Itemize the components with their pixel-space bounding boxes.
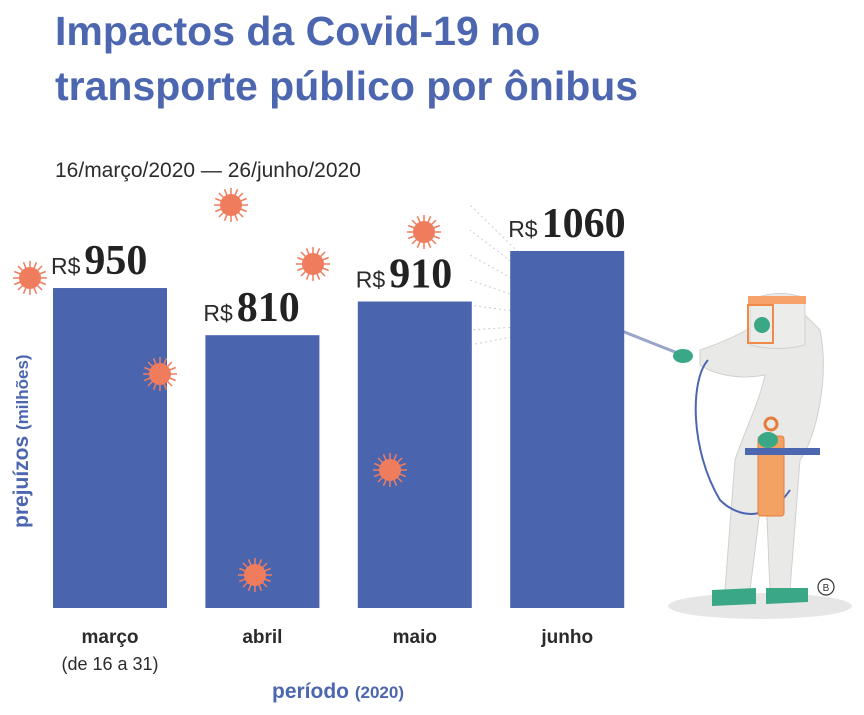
bar (205, 335, 320, 608)
chart-title: transporte público por ônibus (55, 63, 638, 109)
chart-title: Impactos da Covid-19 no (55, 8, 540, 54)
virus (406, 214, 442, 250)
chart-subtitle: 16/março/2020 — 26/junho/2020 (55, 159, 361, 182)
virus (372, 452, 408, 488)
value-label: R$910 (356, 252, 452, 298)
value-number: 1060 (542, 201, 626, 247)
virus (237, 557, 273, 593)
worker-illustration: B (593, 293, 852, 619)
y-axis-title: prejuízos (milhões) (10, 354, 33, 528)
virus (213, 187, 249, 223)
value-prefix: R$ (51, 253, 81, 279)
y-axis-unit: (milhões) (13, 354, 32, 430)
virus (142, 356, 178, 392)
value-label: R$810 (203, 285, 299, 331)
value-label: R$950 (51, 238, 147, 284)
virus (12, 260, 48, 296)
x-tick-label: junho (540, 627, 593, 648)
bar (357, 301, 472, 608)
bar (510, 251, 625, 608)
value-prefix: R$ (508, 216, 538, 242)
x-axis-title: período (2020) (272, 680, 404, 703)
x-tick-label: maio (393, 627, 437, 648)
svg-text:B: B (823, 583, 830, 594)
x-axis-label: período (272, 680, 349, 703)
virus (295, 246, 331, 282)
x-axis-unit: (2020) (355, 683, 404, 702)
bar (53, 288, 167, 608)
value-number: 810 (237, 285, 300, 331)
value-prefix: R$ (203, 300, 233, 326)
value-number: 910 (389, 252, 452, 298)
x-tick-label: março (81, 627, 138, 648)
x-tick-label: abril (242, 627, 282, 648)
value-label: R$1060 (508, 201, 625, 247)
value-prefix: R$ (356, 267, 386, 293)
x-tick-note: (de 16 a 31) (61, 654, 158, 674)
y-axis-label: prejuízos (10, 436, 33, 528)
value-number: 950 (84, 238, 147, 284)
